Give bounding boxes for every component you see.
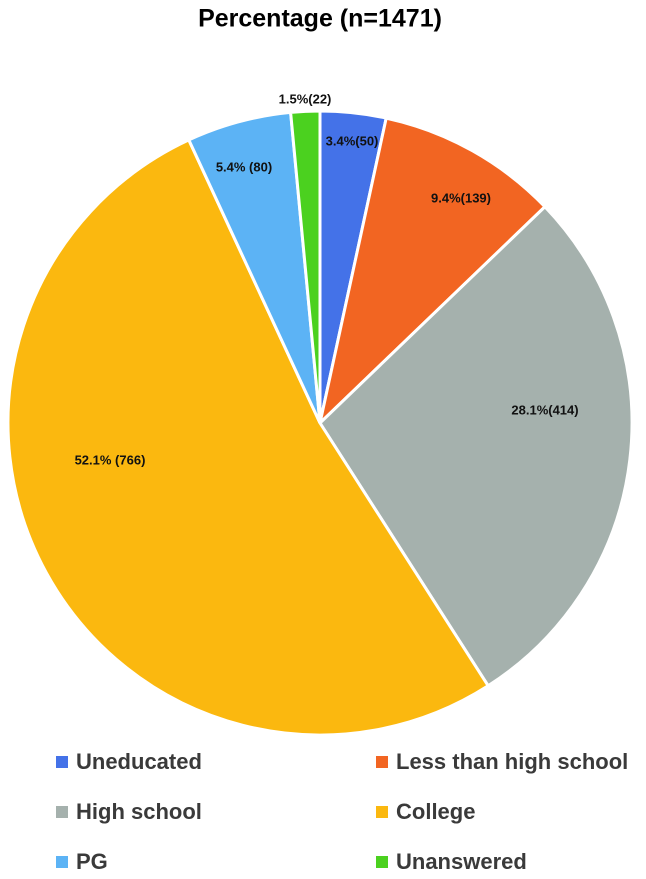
legend-swatch [376, 806, 388, 818]
legend-label: Unanswered [396, 849, 527, 874]
data-label: 52.1% (766) [75, 452, 146, 467]
legend-label: Less than high school [396, 749, 628, 774]
legend-label: College [396, 799, 475, 824]
pie-slice [317, 116, 548, 428]
legend-swatch [376, 856, 388, 868]
pie-slice [318, 204, 634, 688]
data-label: 3.4%(50) [326, 133, 379, 148]
chart-title: Percentage (n=1471) [198, 5, 442, 33]
data-label: 28.1%(414) [511, 402, 578, 417]
pie-slice [288, 109, 322, 424]
legend-label: Uneducated [76, 749, 202, 774]
legend-swatch [376, 756, 388, 768]
legend-swatch [56, 756, 68, 768]
data-label: 9.4%(139) [431, 190, 491, 205]
legend-swatch [56, 856, 68, 868]
data-label: 5.4% (80) [216, 159, 272, 174]
data-label: 1.5%(22) [279, 91, 332, 106]
legend-label: PG [76, 849, 108, 874]
legend-label: High school [76, 799, 202, 824]
legend-swatch [56, 806, 68, 818]
pie-slice [6, 137, 491, 737]
